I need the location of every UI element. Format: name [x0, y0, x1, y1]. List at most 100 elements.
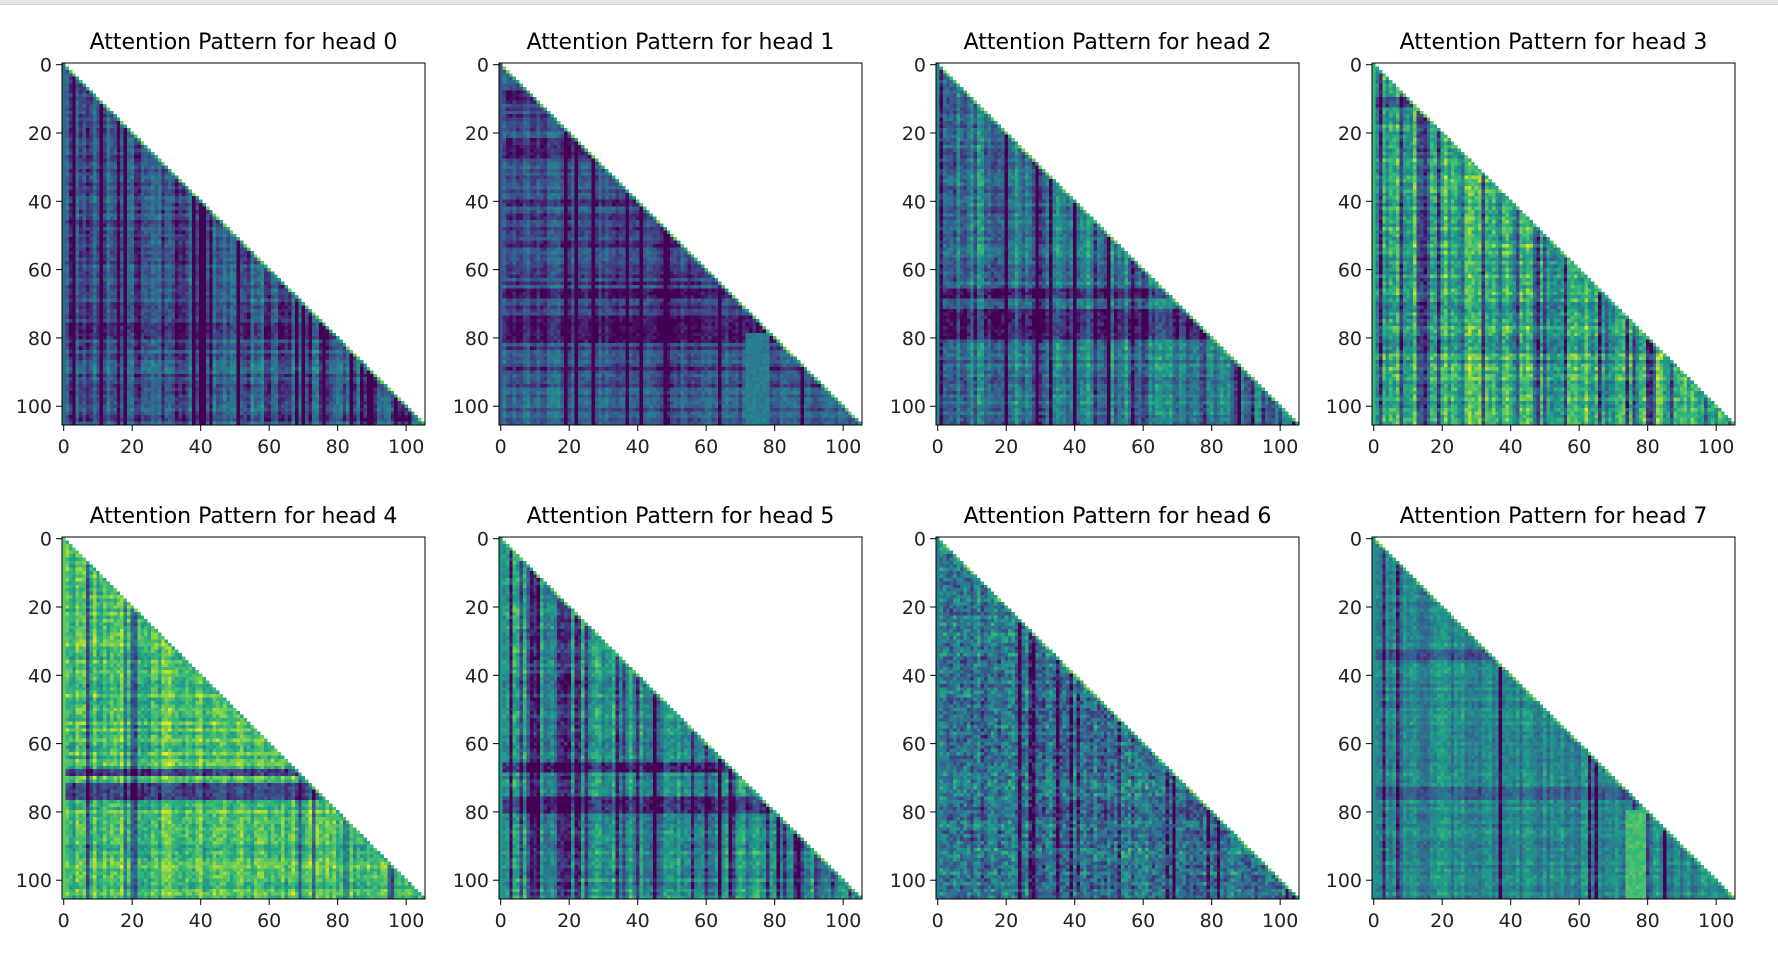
heatmap-cell — [96, 121, 100, 125]
heatmap-cell — [144, 251, 148, 255]
heatmap-cell — [127, 258, 131, 262]
heatmap-panel-head-0: Attention Pattern for head 00 20 40 60 80 100… — [16, 30, 425, 458]
heatmap-cell — [100, 271, 104, 275]
heatmap-cell — [199, 367, 206, 371]
heatmap-cell — [148, 346, 159, 350]
heatmap-cell — [96, 275, 100, 279]
heatmap-cell — [151, 176, 155, 180]
heatmap-cell — [158, 370, 162, 374]
heatmap-cell — [144, 312, 148, 316]
heatmap-cell — [154, 268, 158, 272]
heatmap-cell — [89, 326, 93, 330]
heatmap-cell — [62, 135, 66, 139]
heatmap-cell — [154, 254, 158, 258]
heatmap-cell — [161, 224, 165, 228]
heatmap-cell — [117, 227, 121, 231]
heatmap-cell — [158, 206, 162, 210]
heatmap-cell — [110, 227, 114, 231]
heatmap-cell — [93, 261, 97, 265]
heatmap-cell — [161, 316, 165, 320]
heatmap-cell — [223, 234, 227, 238]
heatmap-cell — [103, 104, 106, 108]
heatmap-cell — [141, 237, 145, 241]
heatmap-cell — [230, 247, 234, 251]
heatmap-cell — [285, 285, 288, 289]
heatmap-cell — [120, 292, 124, 296]
heatmap-cell — [346, 367, 350, 371]
heatmap-cell — [161, 285, 165, 289]
heatmap-cell — [65, 206, 69, 210]
heatmap-cell — [107, 148, 111, 152]
heatmap-cell — [250, 340, 254, 344]
heatmap-cell — [134, 203, 138, 207]
heatmap-cell — [79, 118, 83, 122]
heatmap-cell — [271, 364, 275, 368]
heatmap-cell — [333, 343, 340, 347]
heatmap-cell — [326, 340, 330, 344]
heatmap-cell — [72, 183, 76, 187]
heatmap-cell — [137, 203, 141, 207]
heatmap-cell — [247, 275, 251, 279]
heatmap-cell — [103, 148, 107, 152]
heatmap-cell — [89, 111, 93, 115]
heatmap-cell — [182, 227, 189, 231]
heatmap-cell — [144, 370, 148, 374]
heatmap-cell — [178, 179, 181, 183]
heatmap-cell — [76, 323, 80, 327]
heatmap-cell — [216, 295, 223, 299]
heatmap-cell — [196, 312, 200, 316]
heatmap-cell — [168, 200, 172, 204]
heatmap-cell — [144, 234, 148, 238]
heatmap-cell — [72, 357, 76, 361]
heatmap-cell — [196, 220, 200, 224]
heatmap-cell — [178, 244, 182, 248]
heatmap-cell — [168, 275, 172, 279]
heatmap-cell — [247, 299, 251, 303]
heatmap-cell — [247, 295, 251, 299]
heatmap-cell — [220, 343, 224, 347]
heatmap-cell — [134, 247, 138, 251]
heatmap-cell — [79, 169, 83, 173]
heatmap-cell — [274, 346, 278, 350]
heatmap-cell — [72, 241, 76, 245]
heatmap-cell — [96, 210, 100, 214]
heatmap-cell — [175, 183, 179, 187]
heatmap-cell — [76, 148, 80, 152]
heatmap-cell — [72, 285, 76, 289]
heatmap-cell — [72, 292, 76, 296]
heatmap-cell — [76, 159, 80, 163]
heatmap-cell — [247, 336, 251, 340]
heatmap-cell — [237, 316, 241, 320]
heatmap-cell — [96, 353, 100, 357]
heatmap-cell — [107, 367, 111, 371]
heatmap-cell — [223, 336, 227, 340]
heatmap-cell — [72, 179, 76, 183]
heatmap-cell — [206, 234, 210, 238]
heatmap-cell — [83, 237, 87, 241]
heatmap-cell — [213, 254, 217, 258]
heatmap-cell — [196, 295, 200, 299]
heatmap-cell — [206, 251, 210, 255]
heatmap-cell — [117, 319, 121, 323]
heatmap-cell — [65, 254, 69, 258]
heatmap-cell — [120, 183, 124, 187]
heatmap-cell — [274, 295, 278, 299]
heatmap-cell — [120, 370, 124, 374]
heatmap-cell — [127, 353, 134, 357]
heatmap-cell — [76, 196, 80, 200]
heatmap-cell — [113, 336, 117, 340]
heatmap-cell — [86, 94, 90, 98]
heatmap-cell — [196, 217, 200, 221]
heatmap-cell — [103, 258, 107, 262]
heatmap-cell — [178, 254, 182, 258]
heatmap-cell — [83, 131, 87, 135]
heatmap-cell — [168, 261, 172, 265]
heatmap-cell — [175, 367, 179, 371]
heatmap-cell — [83, 329, 87, 333]
heatmap-cell — [86, 217, 90, 221]
heatmap-cell — [353, 370, 357, 374]
heatmap-cell — [213, 316, 217, 320]
heatmap-cell — [189, 196, 193, 200]
heatmap-cell — [76, 152, 80, 156]
heatmap-cell — [134, 244, 138, 248]
